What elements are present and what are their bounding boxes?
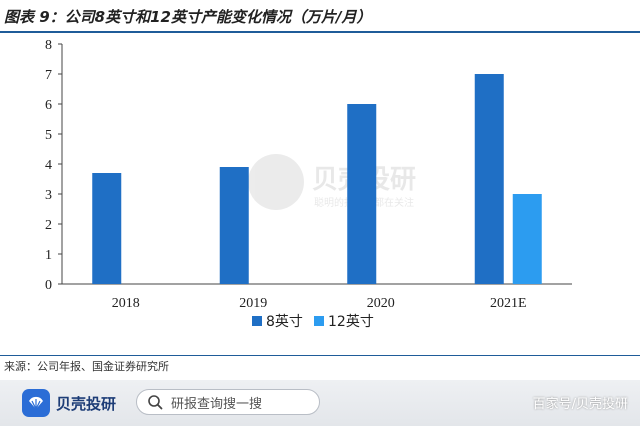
y-tick-label: 3 [45, 188, 52, 203]
shell-logo-icon [22, 389, 50, 417]
source-rule [0, 355, 640, 356]
bar-8inch-2018 [92, 173, 122, 284]
watermark-shell-icon [248, 154, 304, 210]
y-tick-label: 8 [45, 38, 52, 53]
bar-8inch-2020 [347, 104, 377, 284]
y-tick-group: 0 1 2 3 4 5 6 7 8 [45, 38, 62, 293]
y-tick-label: 5 [45, 128, 52, 143]
y-tick-label: 0 [45, 278, 52, 293]
x-tick-label: 2020 [367, 296, 395, 311]
bar-group [92, 74, 542, 284]
x-tick-label: 2019 [239, 296, 267, 311]
bar-8inch-2019 [219, 167, 249, 284]
figure-title: 图表 9：公司8英寸和12英寸产能变化情况（万片/月） [4, 8, 372, 26]
legend-label-8inch: 8英寸 [266, 313, 303, 330]
legend: 8英寸 12英寸 [252, 313, 374, 330]
bar-12inch-2021E [512, 194, 542, 284]
x-tick-label: 2018 [112, 296, 140, 311]
legend-swatch-8inch [252, 316, 262, 326]
y-tick-label: 2 [45, 218, 52, 233]
x-tick-group: 2018 2019 2020 2021E [112, 296, 527, 311]
footer-brand[interactable]: 贝壳投研 [22, 388, 116, 418]
footer-credit: 百家号/贝壳投研 [532, 397, 628, 412]
watermark: 贝壳投研 聪明的投资者都在关注 [248, 154, 416, 210]
legend-swatch-12inch [314, 316, 324, 326]
legend-label-12inch: 12英寸 [328, 313, 374, 330]
footer-brand-name: 贝壳投研 [56, 394, 117, 413]
y-tick-label: 4 [45, 158, 52, 173]
y-tick-label: 1 [45, 248, 52, 263]
bar-8inch-2021E [474, 74, 504, 284]
y-tick-label: 7 [45, 68, 52, 83]
source-note: 来源：公司年报、国金证券研究所 [4, 360, 169, 373]
search-icon [148, 395, 163, 410]
footer-bar: 贝壳投研 研报查询搜一搜 百家号/贝壳投研 [0, 380, 640, 426]
x-tick-label: 2021E [490, 296, 527, 311]
title-rule [0, 31, 640, 33]
search-placeholder: 研报查询搜一搜 [171, 396, 263, 412]
search-input[interactable]: 研报查询搜一搜 [136, 389, 320, 415]
y-tick-label: 6 [45, 98, 52, 113]
